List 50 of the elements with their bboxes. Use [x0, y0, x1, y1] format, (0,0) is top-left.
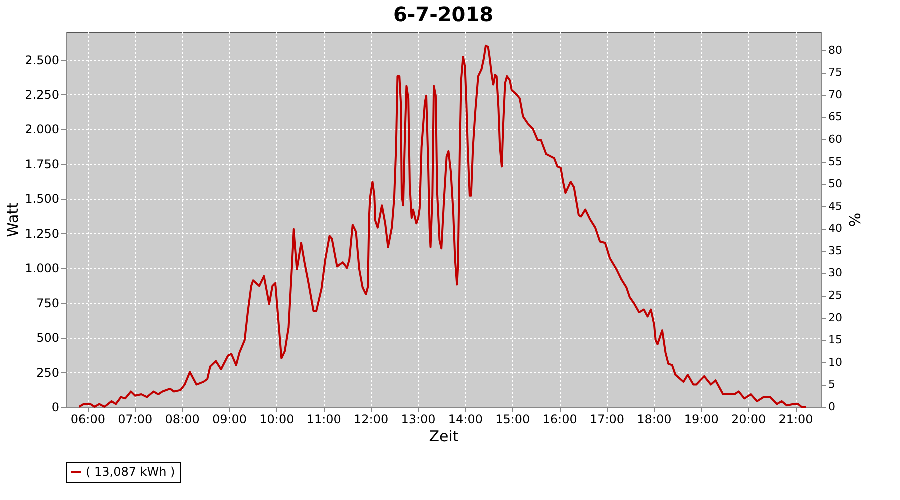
x-tick-label: 10:00 — [260, 412, 294, 426]
x-tick-label: 21:00 — [778, 412, 814, 426]
x-tick-label: 14:00 — [448, 412, 484, 426]
y2-tick-label: 45 — [828, 200, 842, 213]
y-tick-label: 750 — [36, 296, 60, 310]
legend-label: ( 13,087 kWh ) — [86, 465, 176, 479]
y2-tick-label: 25 — [828, 289, 842, 302]
x-tick-label: 09:00 — [212, 412, 248, 426]
y2-tick-label: 20 — [828, 311, 842, 324]
y-tick-label: 2.250 — [25, 88, 60, 102]
y-tick-label: 2.500 — [25, 53, 60, 68]
y2-tick-label: 10 — [828, 356, 842, 369]
y2-tick-label: 40 — [828, 222, 842, 236]
y-tick-label: 1.500 — [25, 192, 60, 206]
y-tick-label: 500 — [36, 331, 60, 346]
y2-tick-label: 55 — [828, 155, 842, 168]
y2-tick-label: 5 — [828, 378, 836, 392]
x-tick-label: 19:00 — [684, 412, 719, 426]
x-tick-label: 16:00 — [542, 412, 578, 426]
chart-title: 6-7-2018 — [393, 2, 494, 26]
x-tick-label: 06:00 — [70, 412, 106, 426]
x-tick-label: 08:00 — [165, 412, 200, 426]
y-tick-label: 1.750 — [25, 157, 60, 172]
y-tick-label: 1.250 — [25, 226, 60, 241]
y2-axis-title: % — [845, 212, 864, 228]
x-tick-label: 15:00 — [496, 412, 530, 426]
line-series — [78, 44, 808, 408]
x-axis-title: Zeit — [429, 428, 459, 446]
x-tick-label: 11:00 — [306, 412, 342, 426]
y2-tick-label: 70 — [828, 88, 842, 102]
y-tick-label: 1.000 — [25, 262, 60, 276]
x-tick-label: 13:00 — [401, 412, 436, 426]
y-tick-label: 250 — [36, 366, 60, 380]
y2-tick-label: 30 — [828, 266, 842, 280]
x-tick-label: 18:00 — [637, 412, 672, 426]
y2-tick-label: 80 — [828, 44, 842, 57]
x-tick-label: 20:00 — [732, 412, 766, 426]
y-tick-label: 0 — [52, 400, 60, 414]
y-axis-title: Watt — [4, 202, 22, 238]
y-tick-label: 2.000 — [25, 122, 60, 137]
x-tick-label: 12:00 — [354, 412, 389, 426]
y2-tick-label: 65 — [828, 110, 842, 124]
y2-tick-label: 60 — [828, 132, 842, 146]
y2-tick-label: 35 — [828, 244, 842, 258]
y2-tick-label: 50 — [828, 178, 842, 191]
x-tick-label: 17:00 — [590, 412, 625, 426]
y2-tick-label: 75 — [828, 66, 842, 80]
x-tick-label: 07:00 — [118, 412, 153, 426]
y2-tick-label: 0 — [828, 400, 836, 414]
y2-tick-label: 15 — [828, 334, 842, 347]
